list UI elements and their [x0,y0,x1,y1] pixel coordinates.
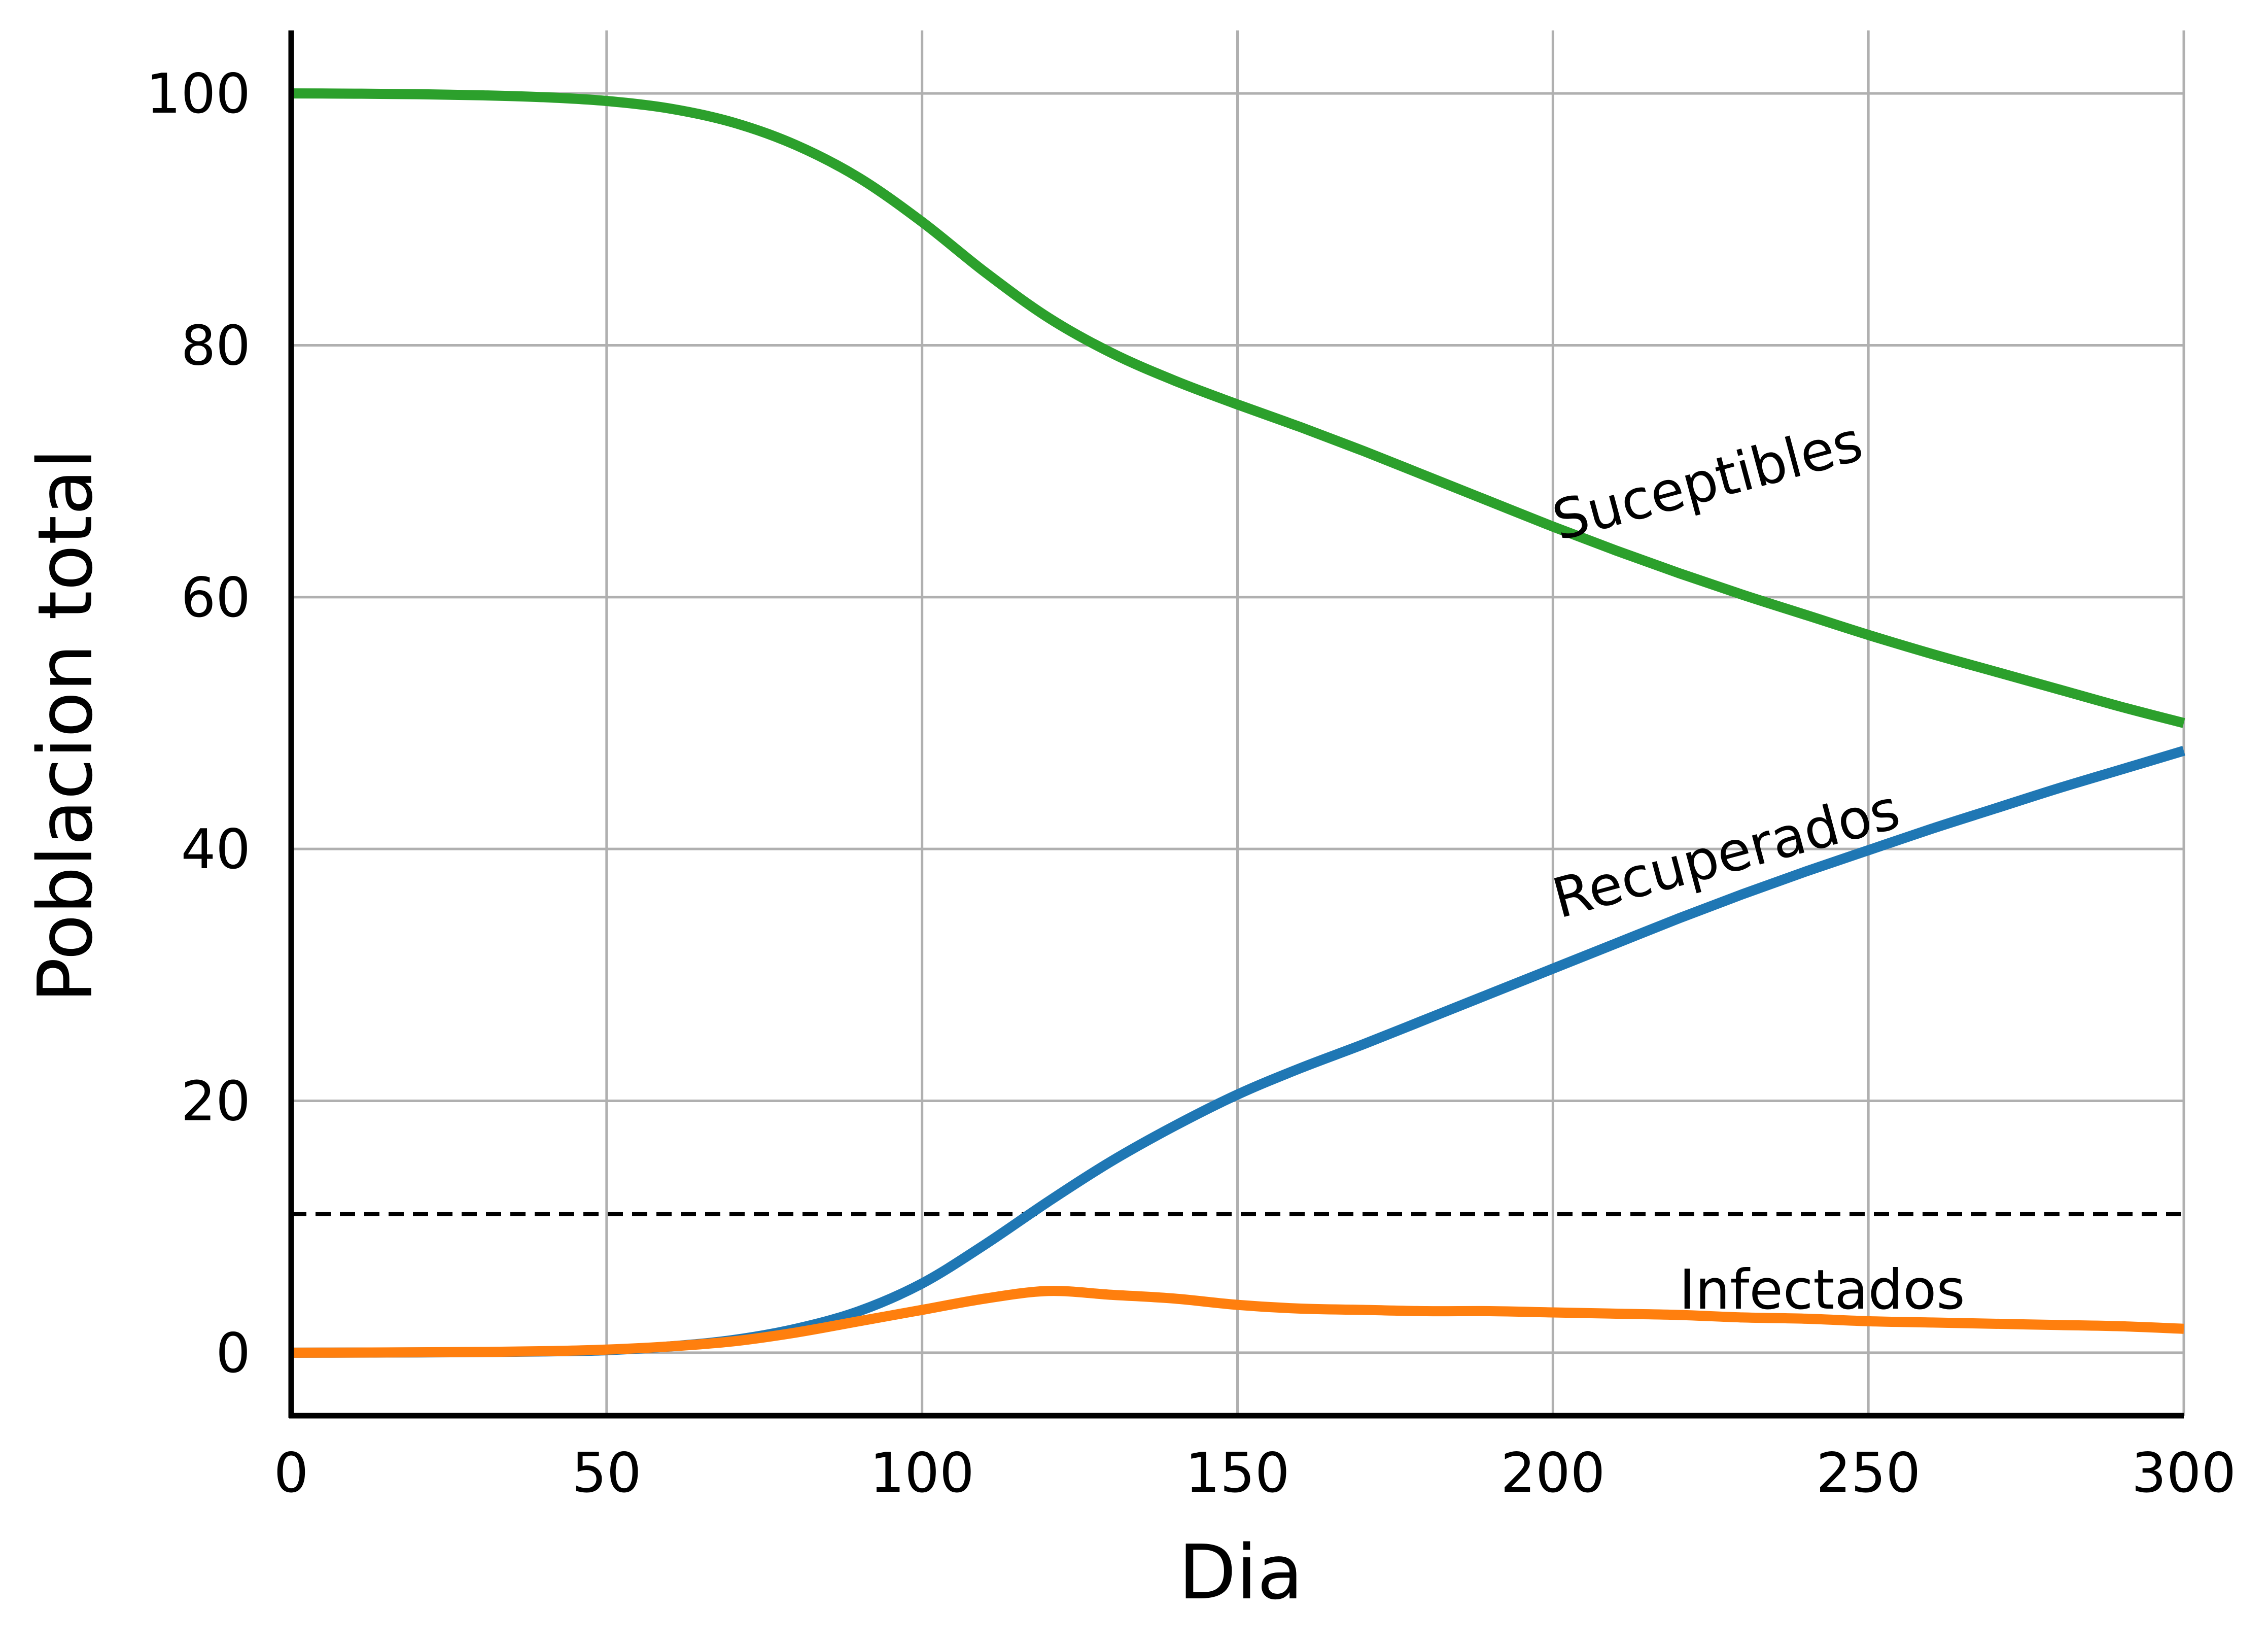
x-tick-label: 250 [1816,1442,1921,1505]
series-lines [291,88,2185,1358]
x-tick-label: 50 [572,1442,641,1505]
series-line-infectados [291,1286,2184,1358]
y-tick-label: 20 [181,1070,251,1134]
y-tick-label: 0 [216,1322,251,1385]
x-tick-label: 200 [1501,1442,1605,1505]
x-tick-label: 100 [870,1442,974,1505]
series-line-suceptibles [291,88,2185,728]
x-tick-label: 0 [274,1442,309,1505]
y-tick-label: 40 [181,818,251,881]
x-axis-title: Dia [1178,1529,1303,1616]
series-label-infectados: Infectados [1679,1258,1965,1322]
x-tick-label: 300 [2132,1442,2236,1505]
y-tick-label: 100 [146,62,251,126]
y-axis-title: Poblacion total [22,449,109,1003]
y-tick-label: 80 [181,314,251,378]
x-tick-label: 150 [1185,1442,1289,1505]
tick-labels: 0 50 100 150 200 250 300 0 20 40 60 80 100 [146,62,2236,1505]
y-tick-label: 60 [181,566,251,630]
axes [288,30,2184,1419]
